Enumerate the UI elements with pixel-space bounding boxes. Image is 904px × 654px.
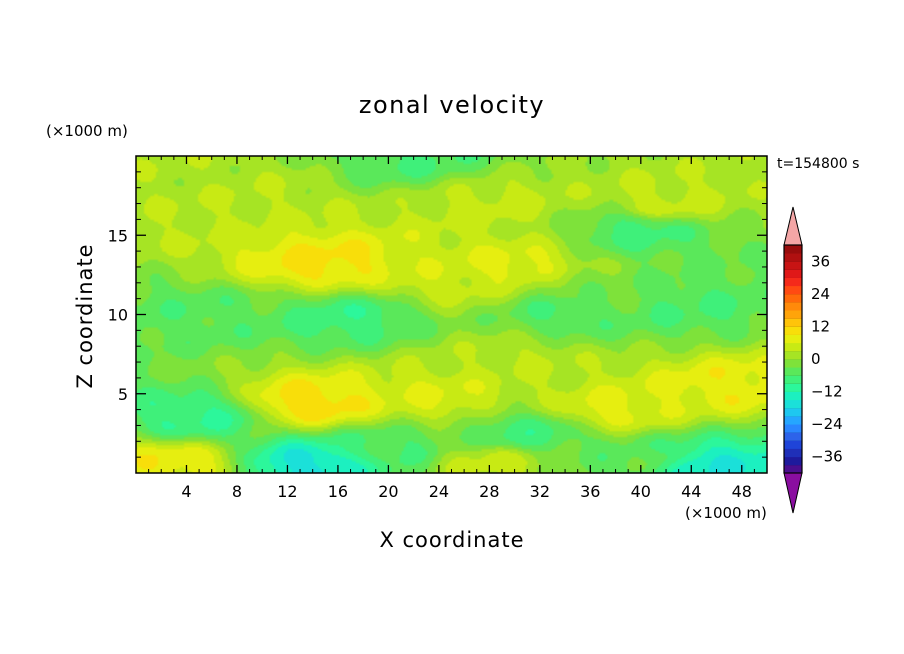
colorbar-label: 36 — [811, 252, 830, 270]
colorbar-swatch — [784, 424, 802, 433]
y-tick-label: 5 — [118, 385, 128, 404]
colorbar-label: 24 — [811, 285, 830, 303]
y-tick-label: 10 — [108, 306, 128, 325]
x-tick-label: 20 — [378, 482, 398, 501]
colorbar-swatch — [784, 432, 802, 441]
y-axis-label: Z coordinate — [73, 243, 97, 388]
x-tick-label: 32 — [530, 482, 550, 501]
colorbar-label: −36 — [811, 448, 843, 466]
colorbar-label: −24 — [811, 415, 843, 433]
colorbar-swatch — [784, 448, 802, 458]
y-units-label: (×1000 m) — [46, 122, 128, 140]
colorbar-swatch — [784, 464, 802, 474]
colorbar-swatch — [784, 359, 802, 368]
colorbar-swatch — [784, 391, 802, 401]
colorbar-swatch — [784, 375, 802, 384]
velocity-field — [136, 156, 767, 473]
colorbar-swatch — [784, 407, 802, 417]
colorbar-swatch — [784, 342, 802, 352]
x-tick-label: 12 — [277, 482, 297, 501]
colorbar-swatch — [784, 456, 802, 466]
colorbar-label: 0 — [811, 350, 821, 368]
y-tick-label: 15 — [108, 226, 128, 245]
colorbar-under-arrow — [783, 472, 803, 514]
colorbar-label: 12 — [811, 317, 830, 335]
plot-frame — [135, 155, 768, 474]
colorbar-swatch — [784, 261, 802, 270]
colorbar-swatch — [784, 416, 802, 425]
x-tick-label: 28 — [479, 482, 499, 501]
colorbar-swatch — [784, 245, 802, 254]
x-tick-label: 4 — [181, 482, 191, 501]
plot-area — [136, 156, 767, 473]
x-tick-label: 16 — [328, 482, 348, 501]
colorbar-swatch — [784, 440, 802, 449]
colorbar-frame — [783, 244, 803, 474]
colorbar-swatch — [784, 350, 802, 360]
colorbar-swatch — [784, 302, 802, 311]
colorbar-swatch — [784, 293, 802, 303]
colorbar-swatch — [784, 269, 802, 278]
colorbar-swatch — [784, 399, 802, 409]
x-tick-label: 48 — [732, 482, 752, 501]
colorbar: 36 24 12 0 −12 −24 −36 — [783, 206, 843, 514]
x-axis-label: X coordinate — [379, 528, 524, 552]
x-tick-label: 36 — [580, 482, 600, 501]
colorbar-swatch — [784, 253, 802, 262]
colorbar-swatch — [784, 383, 802, 392]
colorbar-swatch — [784, 334, 802, 344]
colorbar-swatch — [784, 318, 802, 327]
x-tick-label: 40 — [631, 482, 651, 501]
colorbar-swatch — [784, 277, 802, 287]
colorbar-label: −12 — [811, 383, 843, 401]
x-tick-label: 44 — [681, 482, 701, 501]
x-units-label: (×1000 m) — [685, 504, 767, 522]
x-tick-label: 8 — [232, 482, 242, 501]
time-label: t=154800 s — [777, 156, 859, 172]
colorbar-swatch — [784, 310, 802, 319]
colorbar-swatch — [784, 367, 802, 376]
x-tick-label: 24 — [429, 482, 449, 501]
colorbar-swatch — [784, 326, 802, 335]
chart-title: zonal velocity — [359, 91, 545, 119]
colorbar-swatch — [784, 285, 802, 295]
colorbar-over-arrow — [783, 206, 803, 246]
